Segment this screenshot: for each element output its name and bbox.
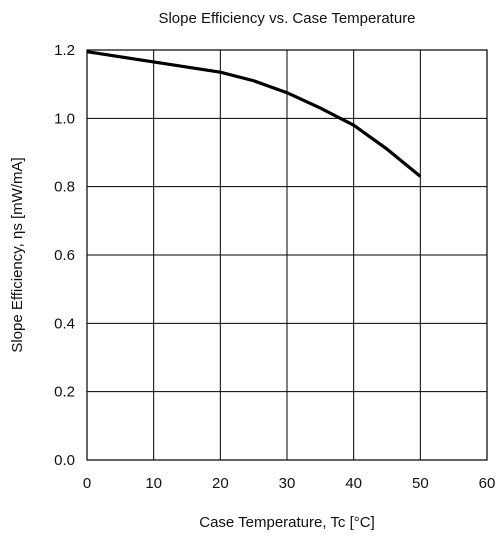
y-tick-labels: 0.0 0.2 0.4 0.6 0.8 1.0 1.2 (54, 42, 75, 469)
plot-frame (86, 49, 488, 461)
x-tick-label: 30 (279, 475, 296, 492)
x-tick-label: 10 (145, 475, 162, 492)
series-line (86, 50, 422, 178)
x-axis-label: Case Temperature, Tc [°C] (199, 514, 375, 531)
y-tick-label: 0.8 (54, 179, 75, 196)
chart-title: Slope Efficiency vs. Case Temperature (158, 10, 415, 27)
x-tick-label: 40 (345, 475, 362, 492)
y-axis-label: Slope Efficiency, ηs [mW/mA] (9, 157, 26, 352)
y-tick-label: 0.0 (54, 452, 75, 469)
y-tick-label: 0.6 (54, 247, 75, 264)
x-tick-label: 0 (83, 475, 91, 492)
x-tick-labels: 0 10 20 30 40 50 60 (83, 475, 496, 492)
x-tick-label: 60 (479, 475, 496, 492)
y-tick-label: 1.2 (54, 42, 75, 59)
y-tick-label: 1.0 (54, 110, 75, 127)
y-tick-label: 0.4 (54, 315, 75, 332)
y-tick-label: 0.2 (54, 384, 75, 401)
series-layer (86, 50, 422, 178)
grid-lines (87, 50, 487, 460)
x-tick-label: 20 (212, 475, 229, 492)
x-tick-label: 50 (412, 475, 429, 492)
